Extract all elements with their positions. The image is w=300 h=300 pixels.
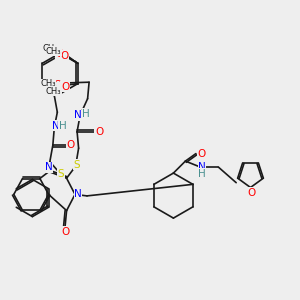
Text: O: O: [53, 80, 62, 90]
Text: H: H: [82, 109, 90, 119]
Text: H: H: [198, 169, 206, 179]
Text: CH₃: CH₃: [42, 44, 58, 53]
Text: O: O: [67, 140, 75, 150]
Text: O: O: [95, 127, 103, 137]
Text: S: S: [74, 160, 80, 170]
Text: O: O: [60, 51, 68, 61]
Text: O: O: [56, 49, 64, 59]
Text: O: O: [248, 188, 256, 198]
Text: N: N: [74, 110, 82, 120]
Text: O: O: [61, 82, 69, 92]
Text: CH₃: CH₃: [46, 47, 62, 56]
Text: S: S: [58, 169, 64, 179]
Text: CH₃: CH₃: [40, 79, 56, 88]
Text: N: N: [52, 121, 60, 131]
Text: CH₃: CH₃: [46, 87, 62, 96]
Text: H: H: [59, 121, 67, 131]
Text: N: N: [198, 162, 206, 172]
Text: N: N: [74, 189, 82, 200]
Text: O: O: [197, 148, 206, 159]
Text: N: N: [45, 162, 53, 172]
Text: O: O: [61, 226, 69, 237]
